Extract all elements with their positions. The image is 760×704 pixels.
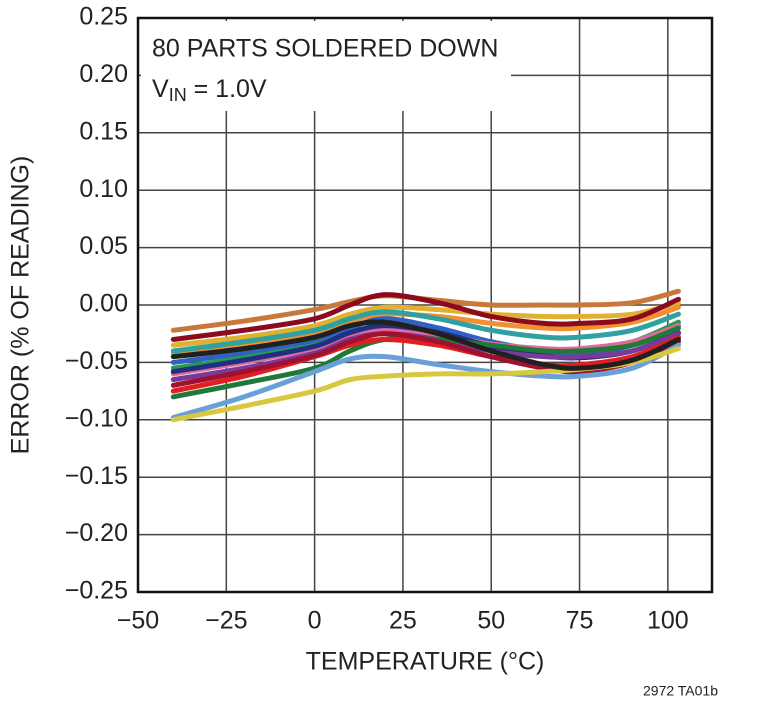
- plot-frame: [136, 16, 714, 594]
- footnote: 2972 TA01b: [643, 683, 718, 699]
- y-tick-label: 0.10: [79, 175, 128, 203]
- annotation-subscript: IN: [169, 85, 187, 105]
- y-tick-label: −0.10: [65, 404, 128, 432]
- x-tick-label: 50: [477, 607, 505, 635]
- annotation-part: = 1.0V: [187, 75, 267, 103]
- x-tick-label: 0: [308, 607, 322, 635]
- x-axis-title: TEMPERATURE (°C): [306, 648, 545, 676]
- y-tick-label: −0.20: [65, 519, 128, 547]
- series-group: [170, 288, 681, 423]
- x-tick-label: 75: [566, 607, 594, 635]
- y-tick-label: −0.15: [65, 462, 128, 490]
- annotation-box: [141, 21, 511, 111]
- y-tick-label: −0.05: [65, 347, 128, 375]
- x-tick-label: −50: [117, 607, 159, 635]
- series-line: [170, 309, 681, 354]
- annotation: 80 PARTS SOLDERED DOWN: [152, 35, 498, 63]
- y-tick-label: 0.15: [79, 117, 128, 145]
- y-tick-label: −0.25: [65, 577, 128, 605]
- y-tick-label: 0.05: [79, 232, 128, 260]
- x-tick-label: 25: [389, 607, 417, 635]
- y-tick-label: 0.20: [79, 60, 128, 88]
- x-tick-label: 100: [647, 607, 689, 635]
- annotation: VIN = 1.0V: [152, 75, 267, 105]
- series-line: [170, 319, 681, 371]
- annotation-part: V: [152, 75, 169, 103]
- series-line: [170, 300, 681, 348]
- y-axis-title: ERROR (% OF READING): [7, 156, 35, 455]
- series-line: [170, 342, 681, 421]
- y-tick-label: 0.00: [79, 290, 128, 318]
- y-tick-label: 0.25: [79, 3, 128, 31]
- x-tick-label: −25: [205, 607, 247, 635]
- series-line: [170, 292, 681, 342]
